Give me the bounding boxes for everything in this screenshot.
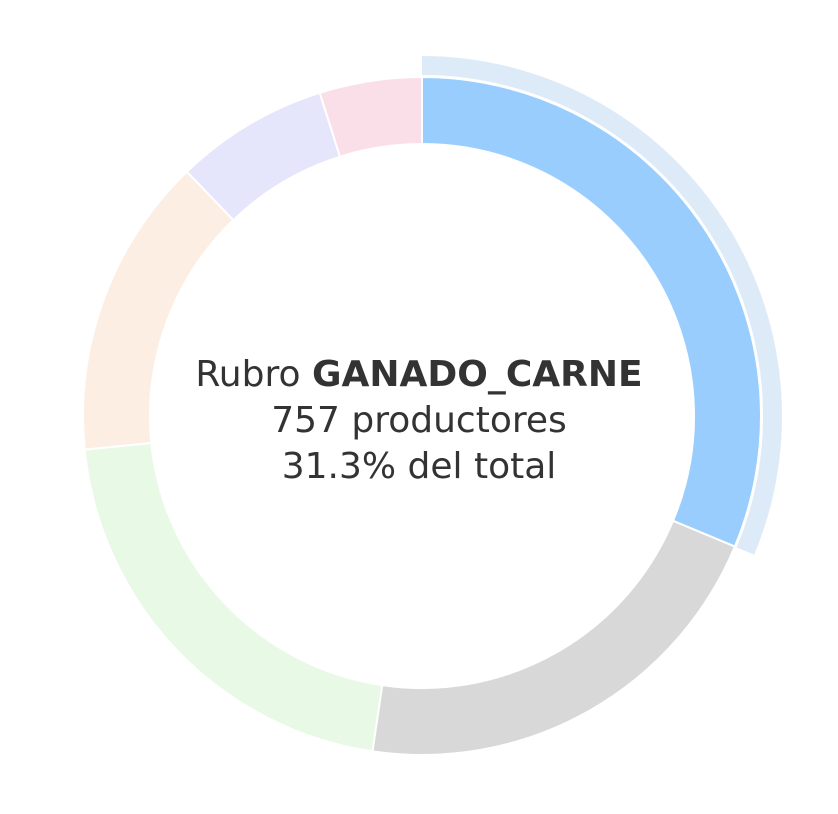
center-count: 757 productores xyxy=(271,400,567,441)
center-prefix: Rubro xyxy=(195,354,301,395)
center-category: GANADO_CARNE xyxy=(311,354,643,395)
donut-slices xyxy=(82,56,783,756)
donut-slice-1[interactable] xyxy=(421,75,762,548)
selected-slice-halo xyxy=(422,56,783,555)
center-title: Rubro GANADO_CARNE xyxy=(119,352,719,398)
center-percentage: 31.3% del total xyxy=(281,446,557,487)
donut-slice-2[interactable] xyxy=(371,519,737,756)
center-label: Rubro GANADO_CARNE 757 productores 31.3%… xyxy=(119,352,719,490)
donut-slice-6[interactable] xyxy=(318,75,423,158)
